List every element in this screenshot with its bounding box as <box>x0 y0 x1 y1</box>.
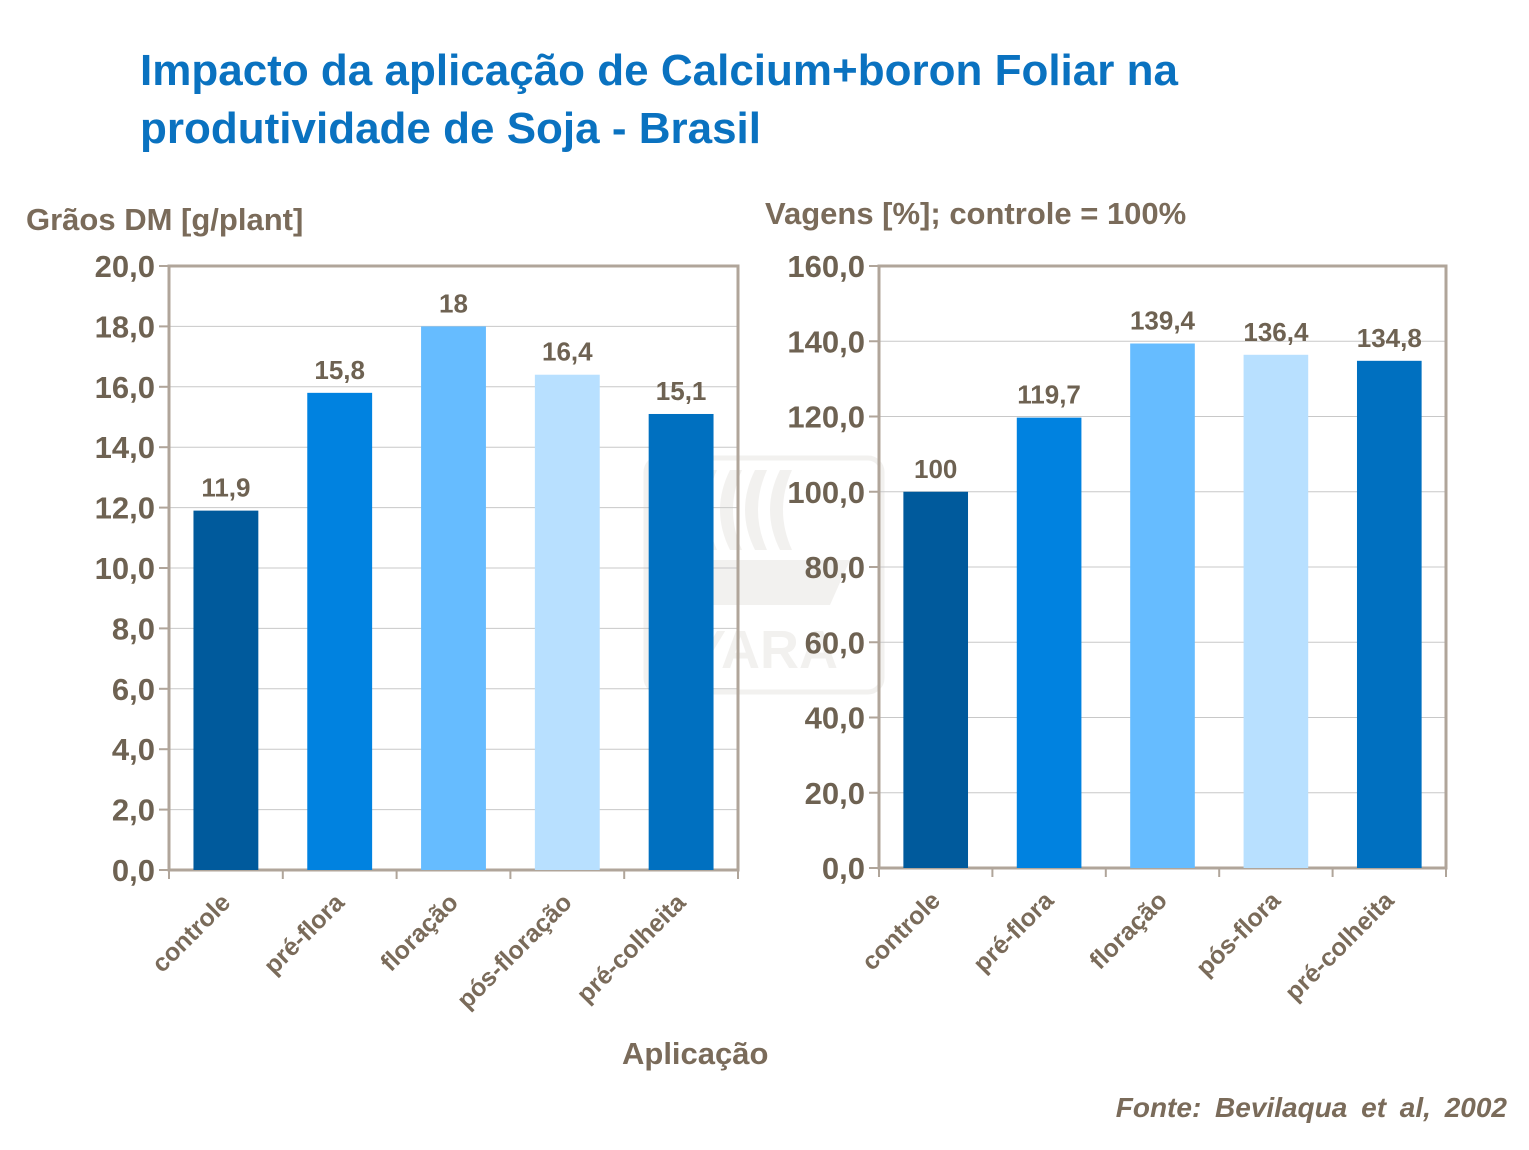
left-chart-ytick-label: 16,0 <box>95 370 155 405</box>
right-chart-data-label: 136,4 <box>1243 317 1309 347</box>
left-chart-ytick-label: 0,0 <box>112 853 155 888</box>
watermark-frame <box>643 455 885 695</box>
right-chart-bar <box>1016 417 1082 868</box>
right-chart-category-label: controle <box>856 886 946 976</box>
left-chart-data-label: 16,4 <box>542 337 593 367</box>
left-chart-bar <box>534 374 600 870</box>
left-chart-ytick-label: 4,0 <box>112 732 155 767</box>
left-chart-data-label: 18 <box>439 288 468 318</box>
left-chart-ylabel: Grãos DM [g/plant] <box>26 202 304 237</box>
right-bar-chart: 0,0 20,0 40,0 60,0 80,0 100,0 120,0 140,0 160,0 1… <box>787 249 1448 1007</box>
source-citation: Fonte: Bevilaqua et al, 2002 <box>1115 1092 1507 1123</box>
right-chart-ytick-label: 120,0 <box>787 400 865 435</box>
left-chart-data-label: 15,1 <box>656 376 707 406</box>
right-chart-ytick-label: 60,0 <box>805 625 865 660</box>
left-chart-category-label: pré-colheita <box>571 888 692 1009</box>
left-chart-xlabel: Aplicação <box>622 1036 769 1071</box>
left-chart-ytick-label: 10,0 <box>95 551 155 586</box>
right-chart-data-label: 139,4 <box>1130 306 1196 336</box>
right-chart-category-label: pós-flora <box>1191 886 1287 982</box>
left-chart-ytick-label: 2,0 <box>112 793 155 828</box>
left-chart-bar <box>421 326 486 870</box>
left-chart-ytick-label: 18,0 <box>95 309 155 344</box>
left-chart-ytick-label: 20,0 <box>95 249 155 284</box>
left-chart-bar <box>307 392 373 870</box>
left-chart-category-label: pré-flora <box>258 888 350 980</box>
left-chart-ytick-label: 14,0 <box>95 430 155 465</box>
right-chart-data-label: 134,8 <box>1357 323 1422 353</box>
left-chart-ytick-label: 8,0 <box>112 611 155 646</box>
right-chart-data-label: 100 <box>914 454 957 484</box>
title-line-2: produtividade de Soja - Brasil <box>140 104 762 153</box>
left-chart-data-label: 11,9 <box>201 473 250 503</box>
right-chart-category-label: pré-colheita <box>1280 886 1401 1007</box>
right-chart-ytick-label: 100,0 <box>787 475 865 510</box>
left-chart-bar <box>648 413 714 870</box>
yara-watermark: YARA <box>643 455 885 695</box>
left-chart-bar <box>193 510 259 870</box>
right-chart-data-label: 119,7 <box>1017 380 1081 410</box>
title-line-1: Impacto da aplicação de Calcium+boron Fo… <box>140 46 1178 95</box>
right-chart-ytick-label: 0,0 <box>822 851 865 886</box>
right-chart-bar <box>903 491 969 868</box>
right-chart-category-label: floração <box>1084 886 1173 975</box>
left-chart-category-label: controle <box>147 888 237 978</box>
left-chart-category-label: floração <box>375 888 464 977</box>
right-chart-ytick-label: 80,0 <box>805 550 865 585</box>
right-chart-ytick-label: 160,0 <box>787 249 865 284</box>
watermark-text: YARA <box>690 620 838 680</box>
right-chart-category-label: pré-flora <box>968 886 1060 978</box>
left-chart-data-label: 15,8 <box>314 355 365 385</box>
right-chart-ylabel: Vagens [%]; controle = 100% <box>765 196 1187 231</box>
right-chart-bar <box>1243 354 1309 868</box>
right-chart-ytick-label: 40,0 <box>805 701 865 736</box>
right-chart-ytick-label: 20,0 <box>805 776 865 811</box>
left-chart-ytick-label: 12,0 <box>95 491 155 526</box>
left-chart-ytick-label: 6,0 <box>112 672 155 707</box>
page-title: Impacto da aplicação de Calcium+boron Fo… <box>140 42 1440 158</box>
left-chart-category-label: pós-floração <box>452 888 578 1014</box>
left-bar-chart: 0,0 2,0 4,0 6,0 8,0 10,0 12,0 14,0 16,0 18,0 20,0 1… <box>95 249 740 1014</box>
right-chart-bar <box>1356 360 1422 868</box>
right-chart-bar <box>1130 343 1195 868</box>
right-chart-ytick-label: 140,0 <box>787 324 865 359</box>
